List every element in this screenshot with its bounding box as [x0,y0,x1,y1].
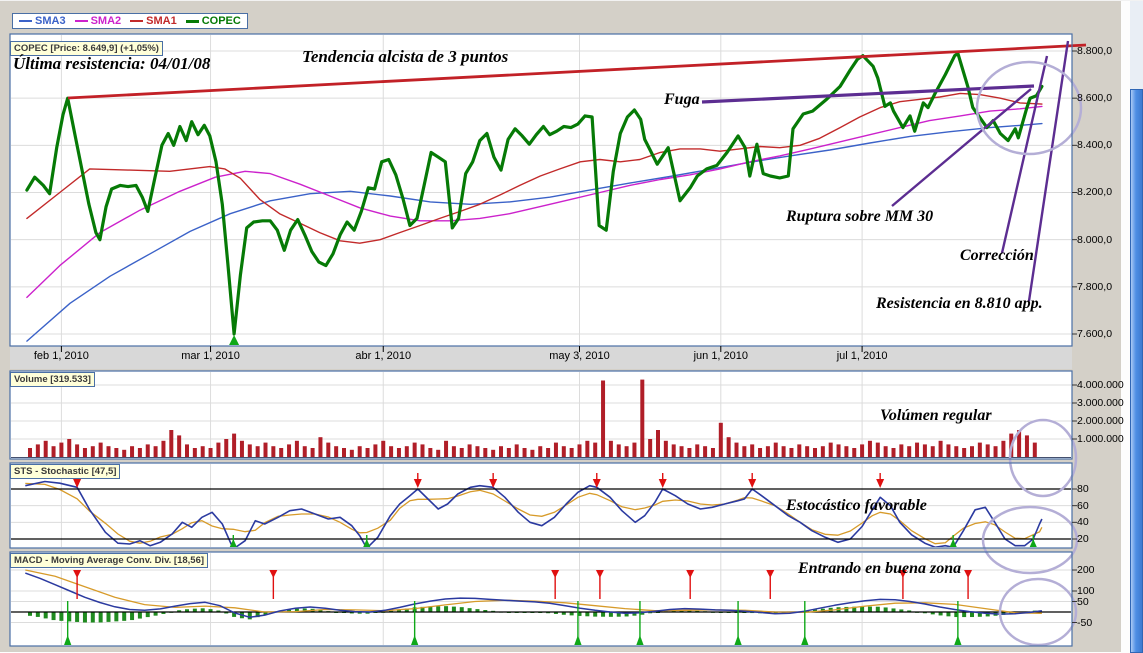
legend-line-swatch [74,20,88,22]
legend-item-label: SMA2 [90,15,122,27]
volume-indicator-label: Volume [319.533] [10,372,95,387]
annotation-estocastico-favorable: Estocástico favorable [786,497,927,514]
annotation-fuga: Fuga [664,91,700,108]
legend-item-sma2: SMA2 [74,15,122,27]
stochastic-indicator-label: STS - Stochastic [47,5] [10,464,121,479]
price-indicator-label: COPEC [Price: 8.649,9] (+1,05%) [10,41,163,56]
scrollbar-thumb[interactable] [1130,89,1143,653]
annotation-resistencia: Resistencia en 8.810 app. [876,295,1043,312]
date-axis [10,346,1072,369]
annotation-ultima-resistencia: Última resistencia: 04/01/08 [13,54,211,73]
annotation-volumen-regular: Volúmen regular [880,407,992,424]
legend-line-swatch [185,19,199,23]
annotation-tendencia-alcista: Tendencia alcista de 3 puntos [302,47,509,66]
scrollbar-gutter [1121,1,1130,653]
legend-item-label: SMA3 [35,15,66,27]
legend-item-label: SMA1 [146,15,177,27]
legend-line-swatch [130,20,144,22]
legend-line-swatch [19,20,32,22]
annotation-correccion: Corrección [960,247,1034,264]
sma-legend: SMA3 SMA2 SMA1 COPEC [12,13,248,29]
annotation-entrando-buena-zona: Entrando en buena zona [798,560,962,577]
legend-item-sma3: SMA3 [19,15,66,27]
annotation-ruptura: Ruptura sobre MM 30 [786,208,934,225]
macd-indicator-label: MACD - Moving Average Conv. Div. [18,56] [10,553,209,568]
legend-item-sma1: SMA1 [130,15,177,27]
legend-item-copec: COPEC [185,15,241,27]
legend-item-label: COPEC [201,15,241,27]
